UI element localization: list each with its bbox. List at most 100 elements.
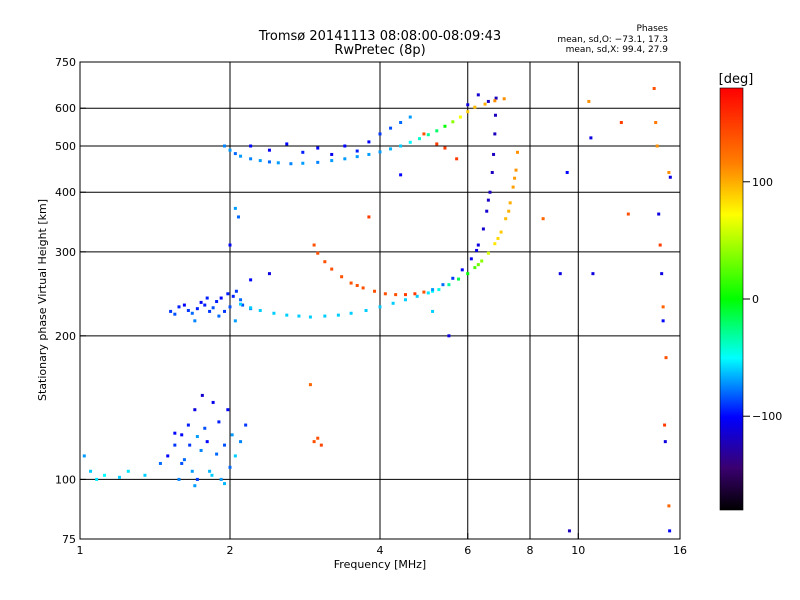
echo-point [330,159,334,163]
echo-point [143,473,147,477]
echo-point [234,289,238,293]
x-axis-label: Frequency [MHz] [334,558,426,571]
echo-point [230,433,234,437]
y-tick-label: 75 [62,533,76,546]
phase-stats-o: mean, sd,O: −73.1, 17.3 [557,35,668,45]
echo-point [451,276,455,280]
echo-point [415,294,419,298]
phase-stats-x: mean, sd,X: 99.4, 27.9 [566,45,669,55]
echo-point [267,272,271,276]
echo-point [349,311,353,315]
echo-point [443,146,447,150]
echo-point [82,454,86,458]
echo-point [494,96,498,100]
echo-point [426,133,430,137]
echo-point [422,290,426,294]
echo-point [316,251,320,255]
echo-point [330,267,334,271]
echo-point [190,311,194,315]
echo-point [233,206,237,210]
echo-point [208,309,212,313]
echo-point [211,306,215,310]
echo-point [367,152,371,156]
echo-point [297,314,301,318]
echo-point [199,448,203,452]
echo-point [466,272,470,276]
echo-point [200,393,204,397]
echo-point [541,217,545,221]
echo-point [177,305,181,309]
echo-point [437,288,441,292]
echo-point [483,102,487,106]
echo-point [239,154,243,158]
echo-point [466,110,470,114]
echo-point [655,144,659,148]
echo-point [511,185,515,189]
echo-point [203,303,207,307]
echo-point [591,272,595,276]
echo-point [308,315,312,319]
echo-point [661,319,665,323]
echo-point [476,243,480,247]
echo-point [458,115,462,119]
echo-point [210,473,214,477]
echo-point [504,217,508,221]
y-tick-label: 300 [55,246,76,259]
echo-point [378,150,382,154]
echo-point [205,440,209,444]
colorbar-tick-label: 100 [752,176,773,189]
echo-point [355,283,359,287]
echo-point [215,452,219,456]
echo-point [228,148,232,152]
echo-point [182,458,186,462]
echo-point [217,420,221,424]
echo-point [507,209,511,213]
echo-point [186,308,190,312]
echo-point [457,277,461,281]
echo-point [308,383,312,387]
echo-point [233,454,237,458]
echo-point [364,308,368,312]
echo-point [180,461,184,465]
echo-point [244,423,248,427]
echo-point [657,212,661,216]
echo-point [223,482,227,486]
echo-point [486,99,490,103]
echo-point [668,175,672,179]
echo-point [211,400,215,404]
echo-point [383,292,387,296]
echo-point [195,435,199,439]
echo-point [173,312,177,316]
echo-point [228,243,232,247]
data-points [82,86,672,533]
echo-point [626,212,630,216]
echo-point [169,309,173,313]
echo-point [587,99,591,103]
echo-point [451,120,455,124]
echo-point [117,475,121,479]
echo-point [391,301,395,305]
colorbar-ticks: 100 0 −100 [743,176,782,423]
echo-point [426,291,430,295]
echo-point [312,243,316,247]
echo-point [166,454,170,458]
x-tick-label: 8 [527,544,534,557]
echo-point [567,529,571,533]
echo-point [493,132,497,136]
x-axis: 1 2 4 6 8 10 16 [77,533,687,557]
echo-point [496,236,500,240]
echo-point [367,140,371,144]
echo-point [236,215,240,219]
echo-point [447,334,451,338]
echo-point [258,159,262,163]
echo-point [180,433,184,437]
echo-point [668,529,672,533]
grid-lines [80,62,680,539]
echo-point [285,313,289,317]
echo-point [343,144,347,148]
echo-point [226,408,230,412]
echo-point [223,309,227,313]
echo-point [476,263,480,267]
echo-point [330,152,334,156]
y-axis-label: Stationary phase Virtual Height [km] [36,199,49,401]
